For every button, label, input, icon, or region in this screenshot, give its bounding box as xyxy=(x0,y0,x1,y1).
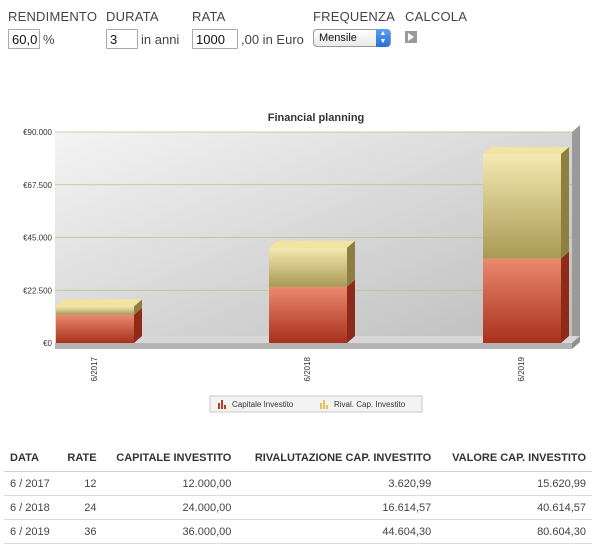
rata-suffix: ,00 in Euro xyxy=(241,31,304,47)
bar-top-face xyxy=(56,299,142,307)
bar-top-face xyxy=(483,147,569,155)
table-row: 6 / 2017 12 12.000,00 3.620,99 15.620,99 xyxy=(4,471,592,496)
table-row: 6 / 2019 36 36.000,00 44.604,30 80.604,3… xyxy=(4,519,592,544)
cell-rivalutazione: 44.604,30 xyxy=(237,519,438,544)
rata-input[interactable]: 1000 xyxy=(192,29,238,49)
cell-capitale: 12.000,00 xyxy=(102,471,238,496)
bar-6/2017-Rival. Cap. Investito xyxy=(56,306,134,315)
cell-rate: 12 xyxy=(58,471,103,496)
table-header-row: DATA RATE CAPITALE INVESTITO RIVALUTAZIO… xyxy=(4,445,592,472)
y-tick-label: €67.500 xyxy=(23,181,52,190)
col-rate-header: RATE xyxy=(58,445,103,472)
frequenza-group: FREQUENZA Mensile ▲ ▼ xyxy=(313,8,395,47)
legend-icon-bar xyxy=(326,405,328,409)
cell-valore: 80.604,30 xyxy=(437,519,592,544)
financial-planning-chart: Financial planning €0 €22.500 €45.000 €67.5… xyxy=(23,112,580,413)
bar-side-face xyxy=(561,251,569,343)
col-data-header: DATA xyxy=(4,445,59,472)
cell-capitale: 36.000,00 xyxy=(102,519,238,544)
col-rivalutazione-header: RIVALUTAZIONE CAP. INVESTITO xyxy=(237,445,438,472)
legend-bar-icon xyxy=(218,400,226,409)
cell-rate: 24 xyxy=(58,495,103,520)
calculator-form: RENDIMENTO 60,0 % DURATA 3 in anni RATA … xyxy=(8,8,600,52)
select-arrows-icon: ▲ ▼ xyxy=(376,29,390,47)
durata-input[interactable]: 3 xyxy=(106,29,138,49)
bar-6/2018-Rival. Cap. Investito xyxy=(269,247,347,287)
legend-icon-bar xyxy=(224,405,226,409)
legend-icon-bar xyxy=(218,403,220,409)
calcola-play-button[interactable] xyxy=(405,31,417,43)
plot-floor-side xyxy=(572,336,580,349)
legend-icon-bar xyxy=(221,400,223,409)
bar-side-face xyxy=(561,147,569,259)
legend-label: Capitale Investito xyxy=(232,400,294,409)
bar-side-face xyxy=(347,240,355,287)
calcola-group: CALCOLA xyxy=(405,8,467,43)
cell-data: 6 / 2017 xyxy=(4,471,59,496)
plot-side-wall xyxy=(572,125,580,343)
bar-side-face xyxy=(347,279,355,343)
cell-valore: 40.614,57 xyxy=(437,495,592,520)
x-tick-label: 6/2017 xyxy=(90,356,99,381)
calcola-label: CALCOLA xyxy=(405,9,468,24)
y-axis: €0 €22.500 €45.000 €67.500 €90.000 xyxy=(23,128,52,348)
bar-top-face xyxy=(269,240,355,248)
y-tick-label: €0 xyxy=(43,339,52,348)
table-row: 6 / 2018 24 24.000,00 16.614,57 40.614,5… xyxy=(4,495,592,520)
rata-group: RATA 1000 ,00 in Euro xyxy=(192,8,304,49)
legend-icon-bar xyxy=(323,400,325,409)
rata-label: RATA xyxy=(192,9,226,24)
legend: Capitale Investito Rival. Cap. Investito xyxy=(209,395,423,413)
bar-6/2019-Rival. Cap. Investito xyxy=(483,154,561,259)
rendimento-input[interactable]: 60,0 xyxy=(8,29,40,49)
x-tick-label: 6/2018 xyxy=(303,356,312,381)
cell-valore: 15.620,99 xyxy=(437,471,592,496)
durata-group: DURATA 3 in anni xyxy=(106,8,179,49)
durata-suffix: in anni xyxy=(141,31,180,47)
bars xyxy=(56,147,569,343)
plot-floor-front xyxy=(55,343,572,349)
col-valore-header: VALORE CAP. INVESTITO xyxy=(437,445,592,472)
durata-label: DURATA xyxy=(106,9,159,24)
legend-box xyxy=(209,395,423,413)
rendimento-label: RENDIMENTO xyxy=(8,9,98,24)
results-table: DATA RATE CAPITALE INVESTITO RIVALUTAZIO… xyxy=(4,445,592,544)
cell-rivalutazione: 16.614,57 xyxy=(237,495,438,520)
col-capitale-header: CAPITALE INVESTITO xyxy=(102,445,238,472)
cell-data: 6 / 2018 xyxy=(4,495,59,520)
rendimento-group: RENDIMENTO 60,0 % xyxy=(8,8,97,49)
bar-side-face xyxy=(134,307,142,343)
bar-6/2017-Capitale Investito xyxy=(56,314,134,343)
cell-rate: 36 xyxy=(58,519,103,544)
y-tick-label: €45.000 xyxy=(23,234,52,243)
legend-label: Rival. Cap. Investito xyxy=(334,400,406,409)
legend-icon-bar xyxy=(320,403,322,409)
y-tick-label: €22.500 xyxy=(23,286,52,295)
frequenza-selected: Mensile xyxy=(319,32,357,44)
bar-side-face xyxy=(134,299,142,315)
bar-6/2019-Capitale Investito xyxy=(483,258,561,343)
bar-6/2018-Capitale Investito xyxy=(269,286,347,343)
rendimento-suffix: % xyxy=(43,31,55,47)
frequenza-select[interactable]: Mensile ▲ ▼ xyxy=(313,29,391,47)
x-tick-label: 6/2019 xyxy=(517,356,526,381)
cell-rivalutazione: 3.620,99 xyxy=(237,471,438,496)
cell-data: 6 / 2019 xyxy=(4,519,59,544)
cell-capitale: 24.000,00 xyxy=(102,495,238,520)
frequenza-label: FREQUENZA xyxy=(313,9,395,24)
x-axis: 6/2017 6/2018 6/2019 xyxy=(90,356,526,381)
y-tick-label: €90.000 xyxy=(23,128,52,137)
chart-title: Financial planning xyxy=(268,112,365,124)
legend-bar-icon xyxy=(320,400,328,409)
